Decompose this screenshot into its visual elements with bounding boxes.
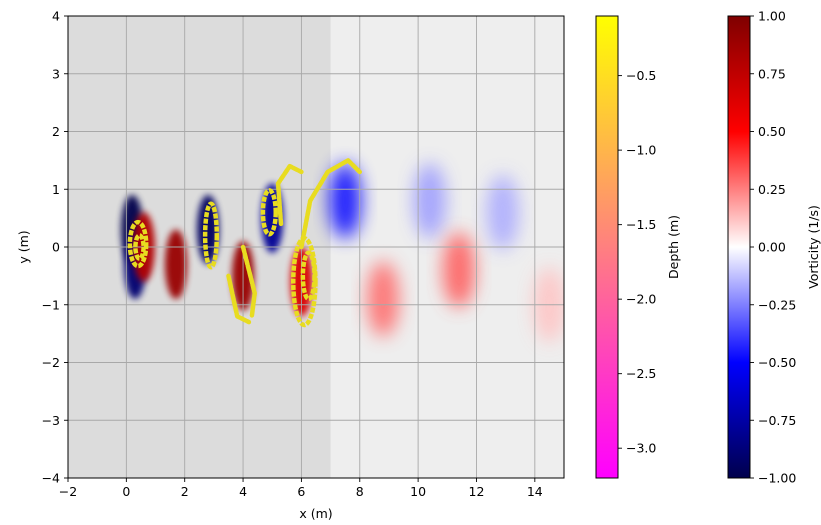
y-tick-label-3: −1 — [42, 297, 60, 312]
particle-ring-0 — [127, 219, 149, 269]
particle-ring-3 — [260, 188, 278, 237]
vorticity-colorbar-tick-label-7: −0.75 — [758, 413, 796, 428]
y-axis: −4 −3 −2 −1 0 1 2 3 4 — [42, 9, 68, 486]
depth-colorbar-tick-label-5: −3.0 — [626, 441, 656, 456]
particle-arc-1 — [275, 163, 304, 227]
x-tick-label-1: 0 — [122, 484, 130, 499]
depth-colorbar-gradient — [595, 15, 619, 479]
vorticity-colorbar-tick-label-6: −0.50 — [758, 355, 796, 370]
vorticity-colorbar-ticks: 1.00 0.75 0.50 0.25 0.00 −0.25 −0.50 −0.75 −1.00 — [750, 9, 796, 486]
y-tick-label-7: 3 — [52, 66, 60, 81]
x-tick-label-0: −2 — [59, 484, 77, 499]
particle-layer — [127, 158, 363, 328]
depth-colorbar-tick-label-4: −2.5 — [626, 366, 656, 381]
vorticity-colorbar-gradient — [727, 15, 751, 479]
x-tick-label-5: 8 — [356, 484, 364, 499]
x-tick-label-3: 4 — [239, 484, 247, 499]
vorticity-colorbar-tick-label-3: 0.25 — [758, 182, 786, 197]
plot-area — [68, 16, 564, 478]
y-tick-label-8: 4 — [52, 9, 60, 24]
y-tick-label-6: 2 — [52, 124, 60, 139]
particle-arc-2 — [240, 244, 257, 319]
depth-colorbar-ticks: −0.5 −1.0 −1.5 −2.0 −2.5 −3.0 — [618, 68, 656, 456]
vortex-3 — [164, 229, 188, 299]
depth-colorbar-tick-label-2: −1.5 — [626, 217, 656, 232]
y-tick-label-2: −2 — [42, 355, 60, 370]
vortex-12 — [486, 174, 519, 250]
vorticity-colorbar-tick-label-0: 1.00 — [758, 9, 786, 24]
grid — [68, 16, 564, 478]
vorticity-colorbar-label: Vorticity (1/s) — [806, 205, 821, 289]
depth-colorbar: −0.5 −1.0 −1.5 −2.0 −2.5 −3.0 Depth (m) — [595, 15, 681, 479]
x-axis: −2 0 2 4 6 8 10 12 14 — [59, 478, 543, 499]
particle-ring-1 — [133, 233, 146, 261]
depth-colorbar-tick-label-0: −0.5 — [626, 68, 656, 83]
vortex-8 — [329, 163, 362, 239]
x-axis-label: x (m) — [299, 506, 332, 521]
x-tick-label-6: 10 — [410, 484, 426, 499]
y-tick-label-5: 1 — [52, 182, 60, 197]
vortex-10 — [413, 163, 446, 239]
vortex-9 — [367, 261, 400, 337]
vorticity-colorbar-tick-label-1: 0.75 — [758, 66, 786, 81]
y-tick-label-0: −4 — [42, 471, 60, 486]
particle-arc-0 — [299, 158, 363, 250]
particle-arc-3 — [226, 273, 252, 325]
x-tick-label-7: 12 — [469, 484, 485, 499]
particle-ring-5 — [300, 250, 317, 302]
vorticity-colorbar-tick-label-2: 0.50 — [758, 124, 786, 139]
vorticity-colorbar-tick-label-4: 0.00 — [758, 240, 786, 255]
y-axis-label: y (m) — [16, 230, 31, 263]
x-tick-label-8: 14 — [527, 484, 543, 499]
depth-colorbar-label: Depth (m) — [666, 215, 681, 279]
particle-ring-2 — [202, 201, 220, 270]
vorticity-colorbar: 1.00 0.75 0.50 0.25 0.00 −0.25 −0.50 −0.75 −1.00… — [727, 9, 821, 486]
y-tick-label-1: −3 — [42, 413, 60, 428]
depth-colorbar-tick-label-3: −2.0 — [626, 292, 656, 307]
vorticity-colorbar-tick-label-8: −1.00 — [758, 471, 796, 486]
x-tick-label-4: 6 — [297, 484, 305, 499]
depth-colorbar-tick-label-1: −1.0 — [626, 143, 656, 158]
vortex-11 — [442, 232, 476, 308]
y-tick-label-4: 0 — [52, 240, 60, 255]
vorticity-colorbar-tick-label-5: −0.25 — [758, 297, 796, 312]
x-tick-label-2: 2 — [181, 484, 189, 499]
